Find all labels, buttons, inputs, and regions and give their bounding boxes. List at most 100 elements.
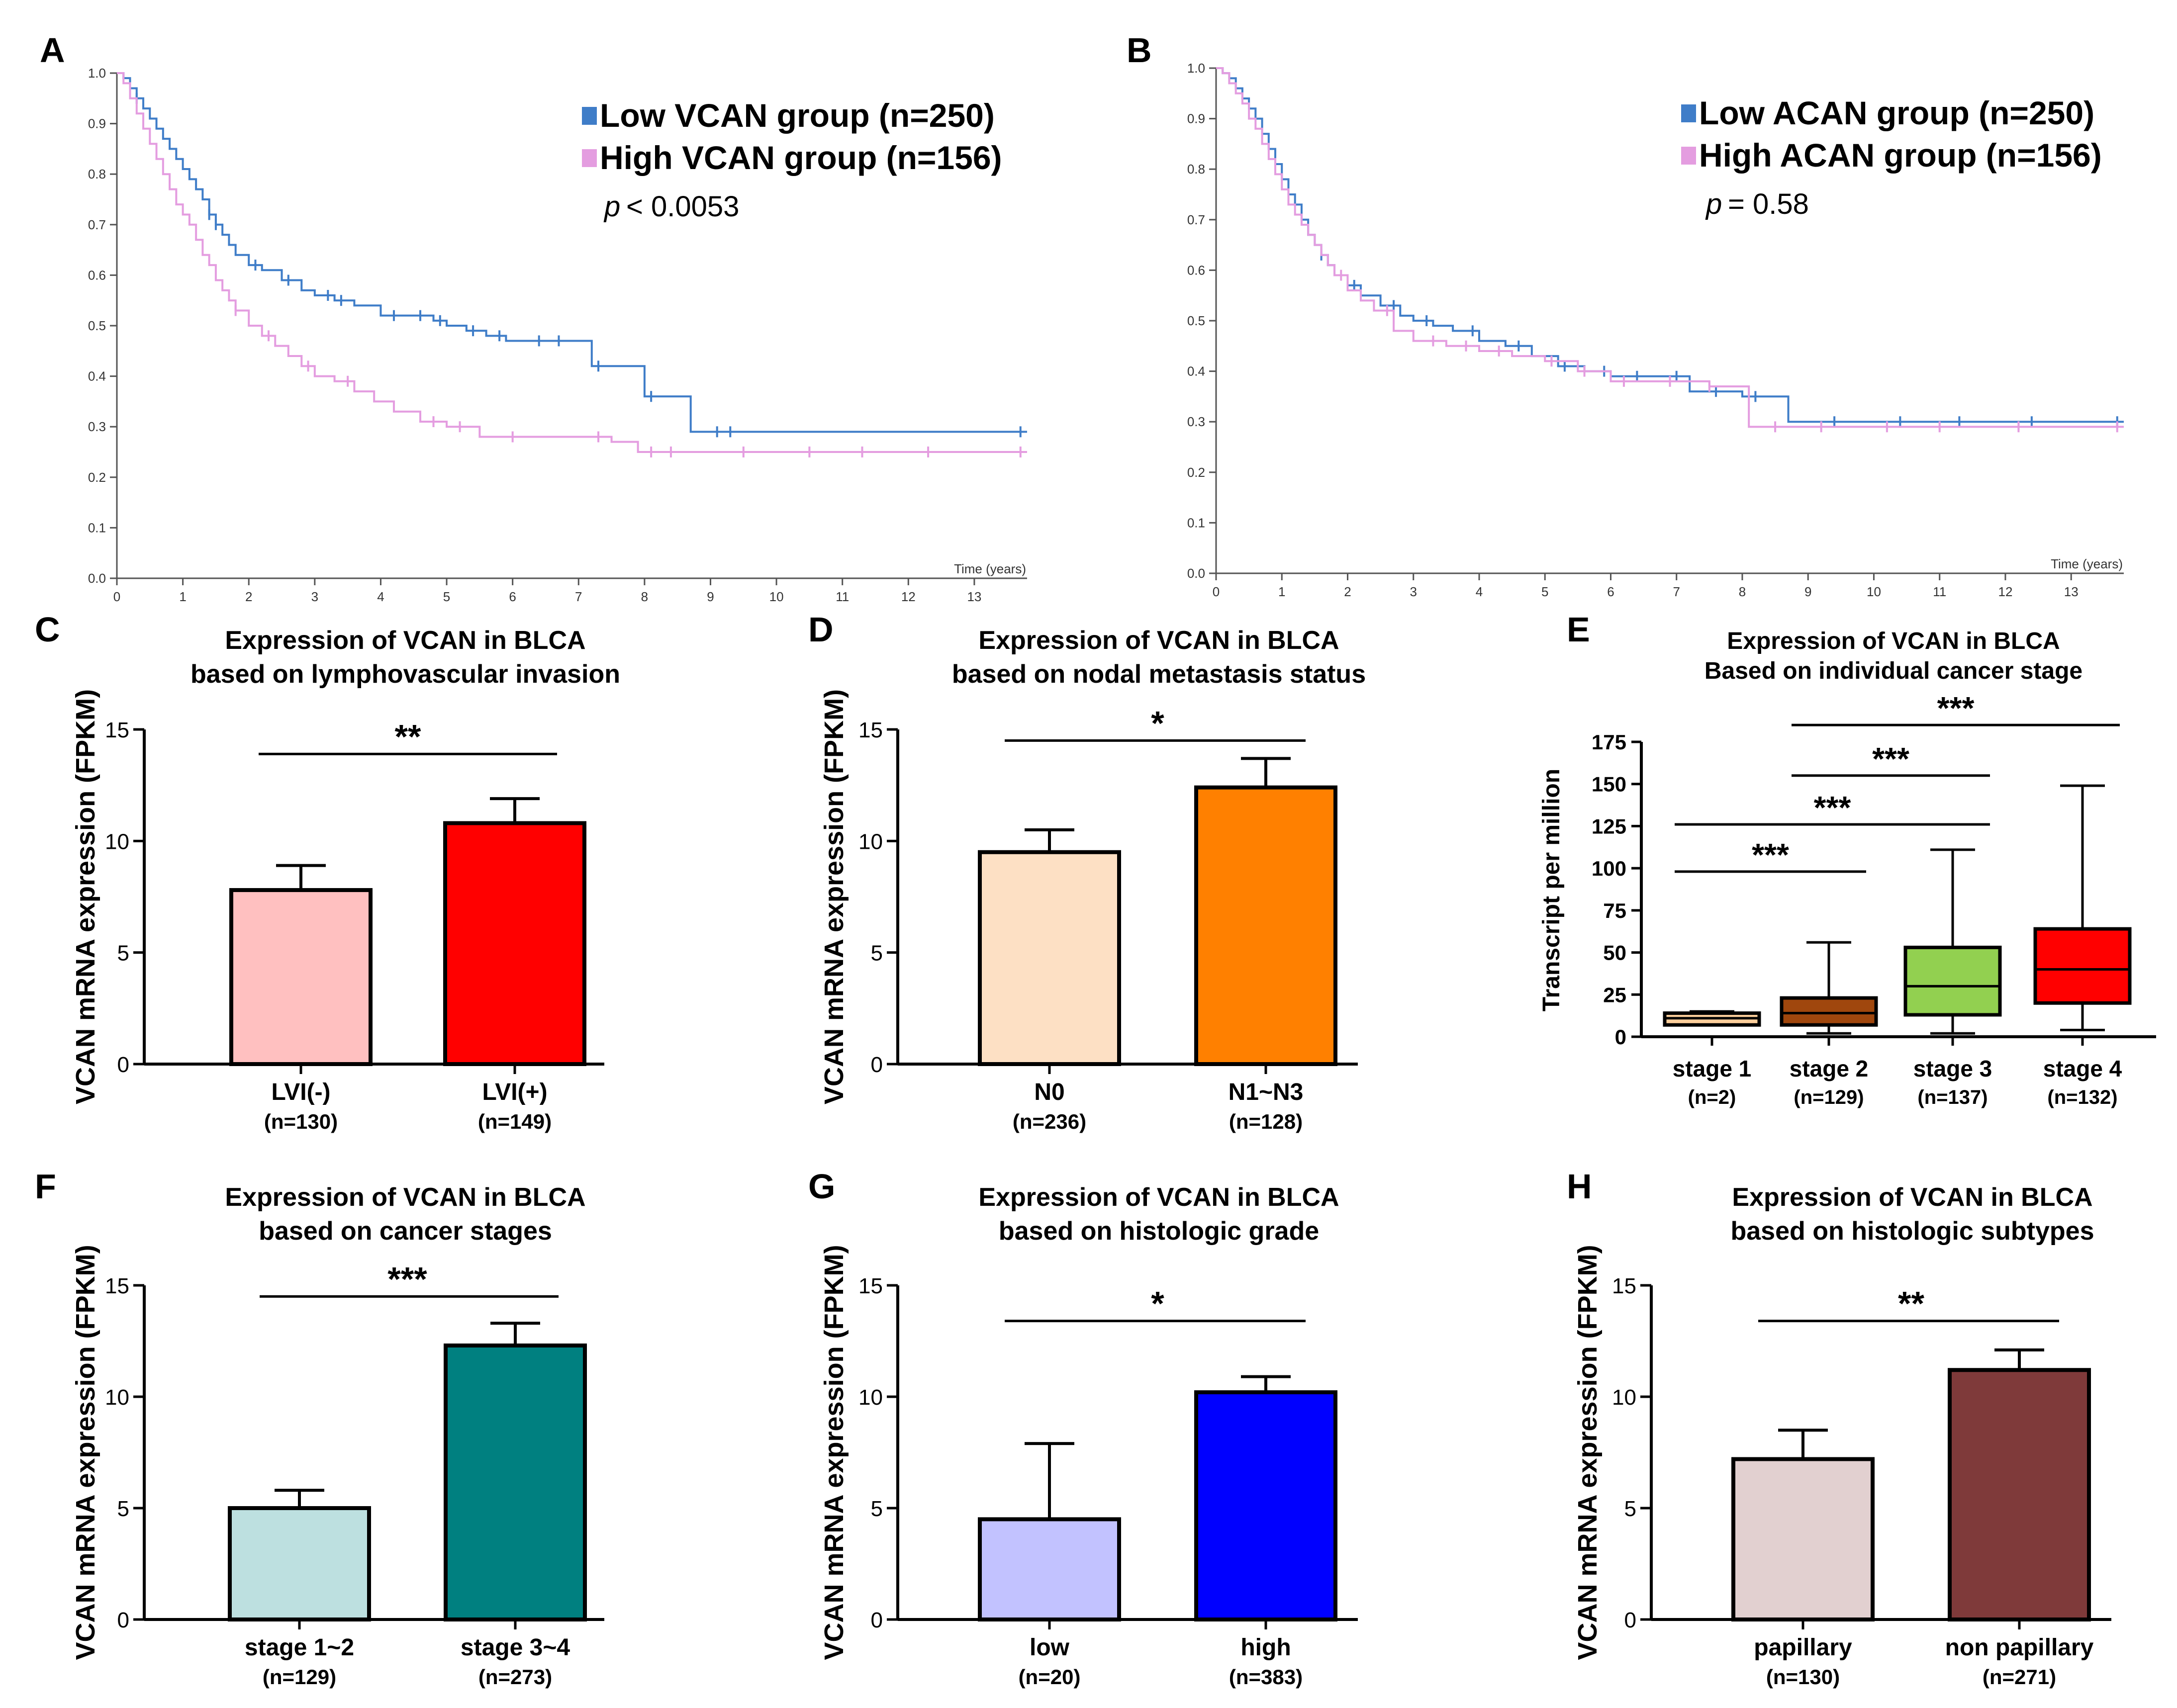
x-tick-label: 4 xyxy=(377,589,384,604)
bar-chart-c: Expression of VCAN in BLCA based on lymph… xyxy=(71,626,620,1133)
p-value-symbol: p xyxy=(603,190,620,223)
y-tick-label: 0.0 xyxy=(88,571,106,586)
sample-size-label: (n=130) xyxy=(264,1110,338,1133)
box-plot-e: Expression of VCAN in BLCA Based on indiv… xyxy=(1538,628,2156,1108)
y-tick-label: 15 xyxy=(105,718,129,742)
chart-title: Expression of VCAN in BLCA xyxy=(225,1183,585,1212)
x-tick-label: 0 xyxy=(113,589,120,604)
chart-subtitle: based on lymphovascular invasion xyxy=(190,660,620,689)
x-tick-label: 11 xyxy=(836,589,849,604)
survival-curve-low xyxy=(117,72,1027,433)
bar-chart-h: Expression of VCAN in BLCA based on histo… xyxy=(1573,1183,2111,1689)
y-axis-label: Transcript per million xyxy=(1538,769,1565,1011)
panel-letter-f: F xyxy=(35,1167,56,1206)
bar-2 xyxy=(444,1343,587,1621)
category-label: LVI(+) xyxy=(482,1079,547,1105)
significance-stars: *** xyxy=(1814,790,1851,825)
x-tick-label: 2 xyxy=(1344,584,1351,599)
x-tick-label: 1 xyxy=(1278,584,1285,599)
y-tick-label: 175 xyxy=(1592,730,1626,754)
y-tick-label: 0.9 xyxy=(1187,111,1205,126)
panel-letter-c: C xyxy=(35,610,60,649)
significance-stars: *** xyxy=(1872,741,1909,777)
sample-size-label: (n=129) xyxy=(263,1665,336,1689)
bar-chart-f: Expression of VCAN in BLCA based on cance… xyxy=(71,1183,604,1689)
x-tick-label: 5 xyxy=(443,589,450,604)
y-tick-label: 0.8 xyxy=(1187,162,1205,177)
y-tick-label: 0 xyxy=(871,1608,883,1632)
sample-size-label: (n=20) xyxy=(1019,1665,1081,1689)
x-tick-label: 6 xyxy=(509,589,516,604)
p-value: = 0.58 xyxy=(1728,188,1809,220)
significance-stars: * xyxy=(1151,1285,1164,1323)
x-tick-label: 7 xyxy=(1673,584,1680,599)
x-tick-label: 10 xyxy=(1867,584,1881,599)
y-tick-label: 0.6 xyxy=(88,268,106,282)
x-tick-label: 9 xyxy=(707,589,714,604)
y-tick-label: 10 xyxy=(105,829,129,854)
x-tick-label: 5 xyxy=(1541,584,1548,599)
x-tick-label: 3 xyxy=(1410,584,1417,599)
chart-title: Expression of VCAN in BLCA xyxy=(225,626,585,655)
x-tick-label: 12 xyxy=(901,589,916,604)
bar-1 xyxy=(229,888,373,1067)
bar-1 xyxy=(1731,1457,1875,1621)
km-plot-a: 0.00.10.20.30.40.50.60.70.80.91.00 1 2 3 4 5 6… xyxy=(88,66,1027,604)
x-tick-label: 1 xyxy=(179,589,186,604)
y-tick-label: 150 xyxy=(1592,773,1626,796)
y-tick-label: 0 xyxy=(1615,1025,1626,1049)
box-4 xyxy=(2033,927,2132,1005)
sample-size-label: (n=2) xyxy=(1688,1086,1736,1108)
x-tick-label: 9 xyxy=(1804,584,1811,599)
y-axis-label: VCAN mRNA expression (FPKM) xyxy=(819,689,849,1104)
y-tick-label: 0.1 xyxy=(1187,515,1205,530)
x-tick-label: 2 xyxy=(245,589,252,604)
chart-subtitle: based on histologic subtypes xyxy=(1731,1217,2094,1246)
y-tick-label: 0.2 xyxy=(88,470,106,485)
bar-2 xyxy=(1194,785,1337,1066)
significance-stars: ** xyxy=(395,718,421,755)
y-axis-label: VCAN mRNA expression (FPKM) xyxy=(1573,1245,1603,1660)
x-tick-label: 4 xyxy=(1476,584,1483,599)
chart-title: Expression of VCAN in BLCA xyxy=(978,626,1339,655)
y-tick-label: 75 xyxy=(1603,899,1626,922)
y-tick-label: 0 xyxy=(1624,1608,1636,1632)
y-tick-label: 0.4 xyxy=(88,369,106,384)
panel-letter-b: B xyxy=(1127,31,1152,70)
y-tick-label: 15 xyxy=(105,1274,129,1298)
y-tick-label: 25 xyxy=(1603,983,1626,1006)
sample-size-label: (n=129) xyxy=(1794,1086,1864,1108)
y-tick-label: 0.0 xyxy=(1187,566,1205,581)
sample-size-label: (n=137) xyxy=(1917,1086,1988,1108)
bar-1 xyxy=(228,1506,371,1621)
sample-size-label: (n=236) xyxy=(1013,1110,1086,1133)
p-value: < 0.0053 xyxy=(626,190,739,223)
sample-size-label: (n=273) xyxy=(478,1665,552,1689)
panel-letter-a: A xyxy=(40,31,65,70)
y-tick-label: 0.3 xyxy=(1187,414,1205,429)
y-tick-label: 0.5 xyxy=(88,318,106,333)
category-label: low xyxy=(1030,1634,1070,1661)
chart-title: Expression of VCAN in BLCA xyxy=(978,1183,1339,1212)
y-tick-label: 0 xyxy=(117,1608,129,1632)
y-tick-label: 0.3 xyxy=(88,419,106,434)
significance-stars: *** xyxy=(1937,690,1975,726)
category-label: stage 3~4 xyxy=(461,1634,570,1661)
panel-letter-g: G xyxy=(808,1167,835,1206)
legend-swatch xyxy=(1681,147,1696,165)
y-tick-label: 0 xyxy=(117,1053,129,1077)
panel-letter-d: D xyxy=(808,610,834,649)
y-axis-label: VCAN mRNA expression (FPKM) xyxy=(71,689,100,1104)
y-tick-label: 10 xyxy=(858,1385,883,1410)
category-label: stage 3 xyxy=(1913,1056,1992,1081)
y-tick-label: 10 xyxy=(858,829,883,854)
legend-entry: High VCAN group (n=156) xyxy=(600,139,1002,176)
x-tick-label: 8 xyxy=(641,589,648,604)
significance-stars: ** xyxy=(1898,1285,1924,1323)
x-tick-label: 13 xyxy=(2064,584,2079,599)
legend-swatch xyxy=(582,149,597,167)
x-tick-label: 11 xyxy=(1933,584,1946,599)
chart-title: Expression of VCAN in BLCA xyxy=(1732,1183,2092,1212)
y-tick-label: 100 xyxy=(1592,857,1626,880)
y-tick-label: 0.7 xyxy=(1187,212,1205,227)
